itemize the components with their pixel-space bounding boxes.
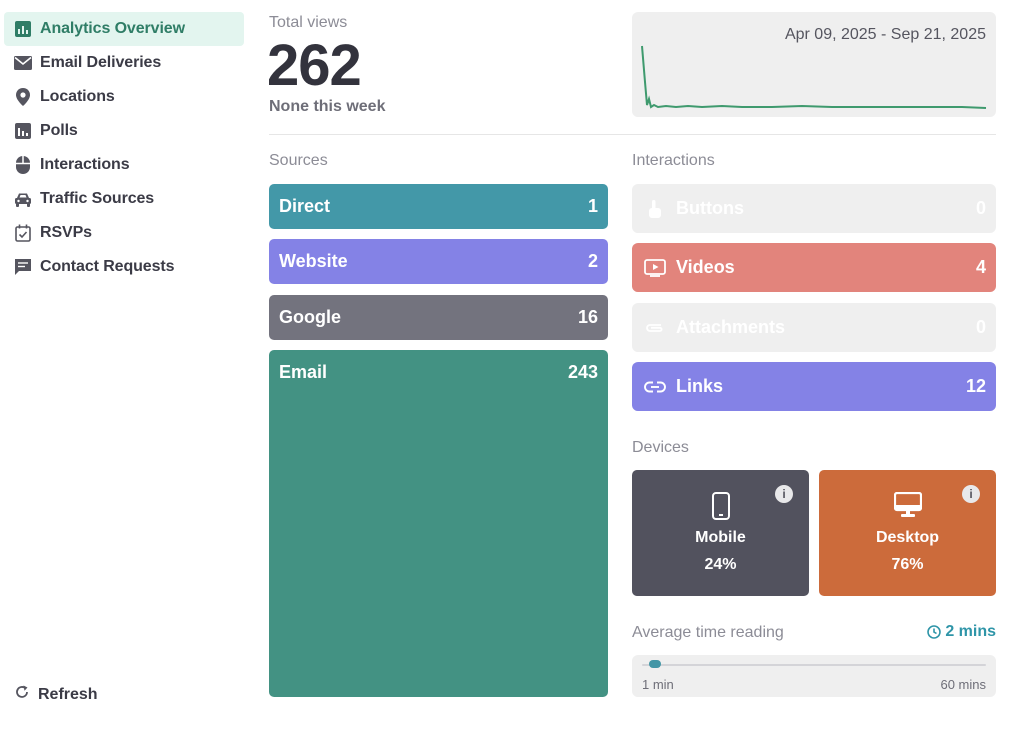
device-name: Desktop [875, 529, 940, 546]
envelope-icon [14, 54, 32, 72]
average-reading-label: Average time reading [632, 624, 784, 641]
sidebar-item-label: Analytics Overview [40, 20, 185, 37]
source-value: 2 [587, 251, 598, 271]
interaction-name: Attachments [676, 317, 786, 337]
sidebar-item-label: Locations [40, 88, 115, 105]
sidebar-item-rsvps[interactable]: RSVPs [4, 216, 244, 250]
sidebar-item-label: RSVPs [40, 224, 92, 241]
sidebar-item-label: Contact Requests [40, 258, 175, 275]
interaction-value: 12 [965, 376, 986, 396]
interaction-attachments[interactable]: Attachments 0 [632, 303, 996, 352]
refresh-button[interactable]: Refresh [14, 684, 98, 705]
week-note: None this week [269, 98, 386, 115]
interactions-title: Interactions [632, 152, 715, 169]
interaction-videos[interactable]: Videos 4 [632, 243, 996, 292]
refresh-icon [14, 684, 30, 705]
device-mobile: i Mobile 24% [632, 470, 809, 596]
sidebar-item-contact-requests[interactable]: Contact Requests [4, 250, 244, 284]
interaction-name: Buttons [676, 198, 744, 218]
reading-max-label: 60 mins [940, 677, 986, 692]
sidebar-item-traffic-sources[interactable]: Traffic Sources [4, 182, 244, 216]
mobile-icon [711, 492, 730, 525]
source-email[interactable]: Email 243 [269, 350, 608, 697]
interaction-name: Videos [676, 257, 735, 277]
info-icon[interactable]: i [775, 485, 793, 503]
source-value: 1 [587, 196, 598, 216]
views-sparkline: Apr 09, 2025 - Sep 21, 2025 [632, 12, 996, 117]
sidebar-item-email-deliveries[interactable]: Email Deliveries [4, 46, 244, 80]
interaction-name: Links [676, 376, 724, 396]
map-pin-icon [14, 88, 32, 106]
device-percent: 76% [891, 556, 924, 573]
devices-title: Devices [632, 439, 689, 456]
sidebar-item-polls[interactable]: Polls [4, 114, 244, 148]
poll-icon [14, 122, 32, 140]
bar-chart-icon [14, 20, 32, 38]
sidebar-item-analytics-overview[interactable]: Analytics Overview [4, 12, 244, 46]
clock-icon [927, 625, 942, 639]
source-google[interactable]: Google 16 [269, 295, 608, 340]
link-icon [644, 376, 666, 398]
total-views-label: Total views [269, 14, 348, 31]
source-name: Direct [279, 196, 331, 216]
refresh-label: Refresh [38, 685, 98, 703]
source-direct[interactable]: Direct 1 [269, 184, 608, 229]
desktop-icon [893, 491, 922, 523]
sidebar-item-label: Traffic Sources [40, 190, 155, 207]
interaction-value: 4 [975, 257, 986, 277]
info-icon[interactable]: i [962, 485, 980, 503]
reading-level-marker [648, 660, 661, 668]
mouse-icon [14, 156, 32, 174]
total-views-value: 262 [267, 33, 362, 98]
sidebar-item-label: Interactions [40, 156, 130, 173]
interaction-value: 0 [975, 317, 986, 337]
source-website[interactable]: Website 2 [269, 239, 608, 284]
date-range: Apr 09, 2025 - Sep 21, 2025 [784, 26, 986, 43]
source-value: 16 [577, 307, 598, 327]
video-icon [644, 257, 666, 279]
sparkline-series [641, 45, 987, 109]
device-name: Mobile [695, 529, 746, 546]
sidebar-item-locations[interactable]: Locations [4, 80, 244, 114]
sidebar-item-label: Email Deliveries [40, 54, 162, 71]
sidebar-item-interactions[interactable]: Interactions [4, 148, 244, 182]
calendar-check-icon [14, 224, 32, 242]
source-name: Google [279, 307, 341, 327]
source-name: Email [279, 362, 328, 382]
source-name: Website [279, 251, 348, 271]
sidebar: Analytics Overview Email Deliveries Loca… [0, 0, 252, 732]
average-reading-text: 2 mins [945, 623, 996, 640]
interaction-buttons[interactable]: Buttons 0 [632, 184, 996, 233]
reading-track [642, 664, 986, 666]
sources-title: Sources [269, 152, 328, 169]
device-percent: 24% [704, 556, 737, 573]
sidebar-item-label: Polls [40, 122, 78, 139]
interaction-value: 0 [975, 198, 986, 218]
source-value: 243 [567, 362, 598, 382]
sparkline-chart [641, 45, 987, 109]
average-reading-value: 2 mins [927, 623, 996, 641]
paperclip-icon [644, 317, 666, 339]
reading-min-label: 1 min [642, 677, 674, 692]
reading-time-meter: 1 min 60 mins [632, 655, 996, 697]
interaction-links[interactable]: Links 12 [632, 362, 996, 411]
device-desktop: i Desktop 76% [819, 470, 996, 596]
message-icon [14, 258, 32, 276]
pointer-hand-icon [644, 198, 666, 220]
car-icon [14, 190, 32, 208]
divider [269, 134, 996, 135]
